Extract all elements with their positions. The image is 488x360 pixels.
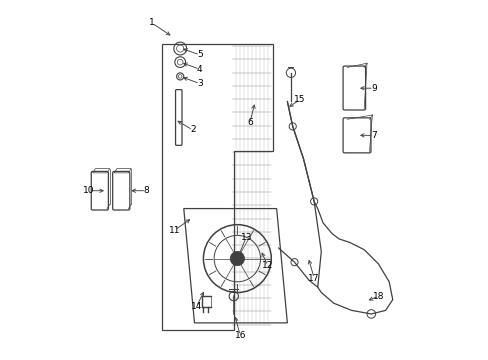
Text: 18: 18: [372, 292, 384, 301]
Text: 5: 5: [197, 50, 203, 59]
Text: 6: 6: [246, 118, 252, 127]
Circle shape: [230, 251, 244, 266]
Text: 3: 3: [197, 79, 203, 88]
Text: 2: 2: [189, 126, 195, 135]
Text: 16: 16: [234, 331, 245, 340]
Text: 17: 17: [308, 274, 319, 283]
Text: 10: 10: [83, 186, 95, 195]
Text: 12: 12: [262, 261, 273, 270]
Text: 11: 11: [169, 225, 180, 234]
Text: 4: 4: [197, 65, 202, 74]
Text: 1: 1: [148, 18, 154, 27]
Text: 15: 15: [293, 95, 305, 104]
Text: 9: 9: [370, 84, 376, 93]
Text: 7: 7: [370, 131, 376, 140]
Text: 13: 13: [240, 233, 251, 242]
Text: 8: 8: [143, 186, 149, 195]
Text: 14: 14: [190, 302, 202, 311]
